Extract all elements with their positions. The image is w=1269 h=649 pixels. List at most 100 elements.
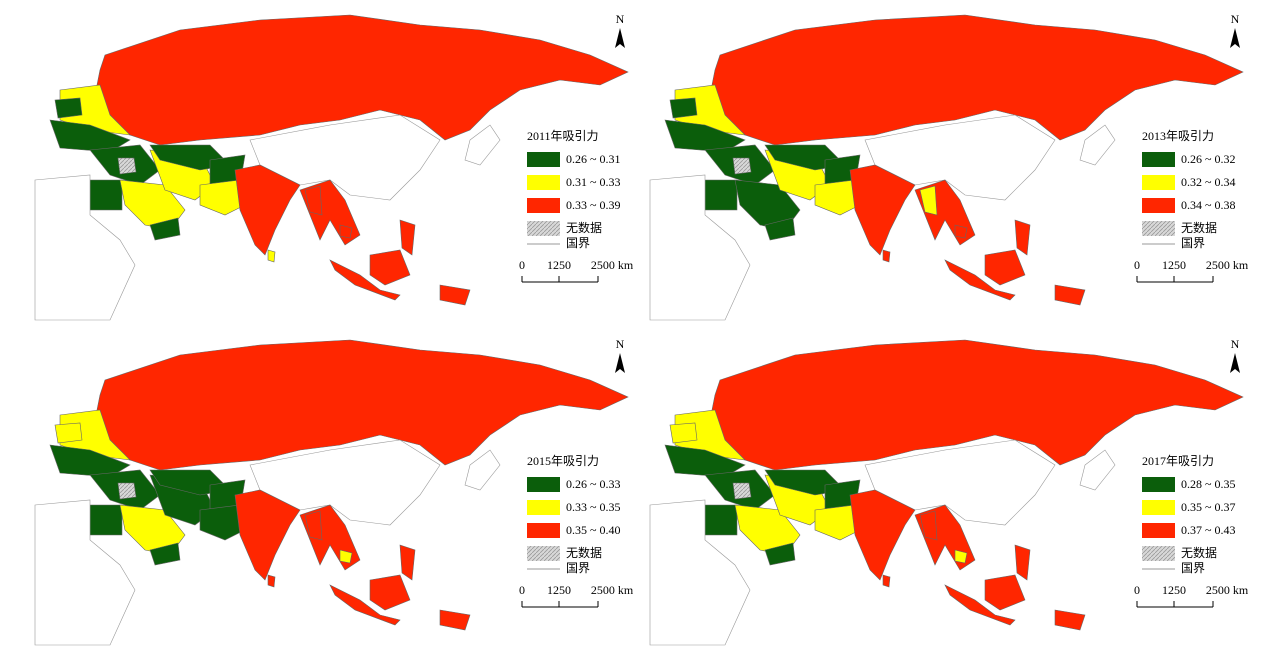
- legend-swatch: [1142, 175, 1175, 190]
- sri-lanka: [882, 249, 891, 263]
- sumatra-java: [944, 584, 1016, 626]
- cambodia: [954, 549, 968, 564]
- turkey-caucasus: [664, 119, 746, 153]
- map-panel: N 2017年吸引力 0.28 ~ 0.35 0.35 ~ 0.37 0.37 ~ 0.…: [649, 337, 1249, 646]
- legend-swatch: [527, 500, 560, 515]
- north-arrow: [1230, 28, 1240, 48]
- papua: [439, 609, 471, 631]
- legend-label: 0.31 ~ 0.33: [566, 175, 621, 189]
- russia: [94, 14, 629, 146]
- legend-swatch: [1142, 221, 1175, 236]
- legend-swatch: [1142, 500, 1175, 515]
- scale-label: 0: [1134, 258, 1140, 272]
- legend-label: 0.32 ~ 0.34: [1181, 175, 1236, 189]
- scale-label: 0: [1134, 583, 1140, 597]
- scale-label: 0: [519, 258, 525, 272]
- legend-label: 0.26 ~ 0.31: [566, 152, 621, 166]
- map-panel: N 2015年吸引力 0.26 ~ 0.33 0.33 ~ 0.35 0.35 ~ 0.…: [34, 337, 634, 646]
- scale-label: 2500 km: [1206, 258, 1249, 272]
- japan: [464, 124, 501, 166]
- scale-label: 1250: [1162, 258, 1186, 272]
- north-label: N: [616, 12, 625, 26]
- legend-swatch: [1142, 523, 1175, 538]
- japan: [464, 449, 501, 491]
- legend-label: 国界: [566, 236, 590, 250]
- japan: [1079, 449, 1116, 491]
- baltic: [54, 97, 83, 119]
- africa: [34, 174, 136, 321]
- legend-swatch: [527, 198, 560, 213]
- syria-gap: [732, 157, 752, 175]
- yemen: [764, 217, 796, 241]
- legend-title: 2015年吸引力: [527, 454, 599, 468]
- legend-label: 无数据: [566, 220, 602, 235]
- legend-label: 无数据: [1181, 545, 1217, 560]
- legend-swatch: [1142, 152, 1175, 167]
- sumatra-java: [329, 584, 401, 626]
- legend-title: 2011年吸引力: [527, 129, 599, 143]
- north-arrow: [615, 28, 625, 48]
- myanmar: [919, 185, 938, 216]
- legend-swatch: [527, 546, 560, 561]
- egypt: [704, 179, 738, 211]
- scale-label: 0: [519, 583, 525, 597]
- north-label: N: [1231, 337, 1240, 351]
- borneo: [369, 249, 411, 286]
- baltic: [669, 97, 698, 119]
- legend-label: 0.33 ~ 0.35: [566, 500, 621, 514]
- egypt: [89, 179, 123, 211]
- philippines: [399, 544, 416, 581]
- yemen: [149, 542, 181, 566]
- legend-label: 无数据: [566, 545, 602, 560]
- egypt: [89, 504, 123, 536]
- east-europe: [674, 84, 746, 136]
- legend-swatch: [527, 175, 560, 190]
- myanmar: [304, 185, 323, 216]
- india: [849, 164, 916, 256]
- myanmar: [919, 510, 938, 541]
- india: [849, 489, 916, 581]
- legend-label: 0.26 ~ 0.32: [1181, 152, 1236, 166]
- legend-label: 0.34 ~ 0.38: [1181, 198, 1236, 212]
- sumatra-java: [944, 259, 1016, 301]
- pakistan: [199, 179, 246, 216]
- legend-swatch: [1142, 198, 1175, 213]
- sumatra-java: [329, 259, 401, 301]
- egypt: [704, 504, 738, 536]
- legend-label: 国界: [1181, 561, 1205, 575]
- legend-title: 2013年吸引力: [1142, 129, 1214, 143]
- japan: [1079, 124, 1116, 166]
- russia: [709, 14, 1244, 146]
- syria-gap: [117, 482, 137, 500]
- yemen: [149, 217, 181, 241]
- legend-label: 国界: [1181, 236, 1205, 250]
- legend-title: 2017年吸引力: [1142, 454, 1214, 468]
- baltic: [669, 422, 698, 444]
- philippines: [1014, 544, 1031, 581]
- east-europe: [674, 409, 746, 461]
- scale-label: 2500 km: [591, 258, 634, 272]
- turkey-caucasus: [49, 444, 131, 478]
- india: [234, 489, 301, 581]
- cambodia: [339, 224, 353, 239]
- turkey-caucasus: [49, 119, 131, 153]
- north-arrow: [615, 353, 625, 373]
- scale-label: 2500 km: [1206, 583, 1249, 597]
- legend-swatch: [1142, 477, 1175, 492]
- scale-label: 2500 km: [591, 583, 634, 597]
- philippines: [399, 219, 416, 256]
- africa: [649, 174, 751, 321]
- legend-label: 无数据: [1181, 220, 1217, 235]
- philippines: [1014, 219, 1031, 256]
- india: [234, 164, 301, 256]
- africa: [649, 499, 751, 646]
- sri-lanka: [267, 574, 276, 588]
- russia: [94, 339, 629, 471]
- legend-label: 0.35 ~ 0.40: [566, 523, 621, 537]
- scale-label: 1250: [1162, 583, 1186, 597]
- cambodia: [954, 224, 968, 239]
- papua: [1054, 284, 1086, 306]
- pakistan: [814, 179, 861, 216]
- papua: [439, 284, 471, 306]
